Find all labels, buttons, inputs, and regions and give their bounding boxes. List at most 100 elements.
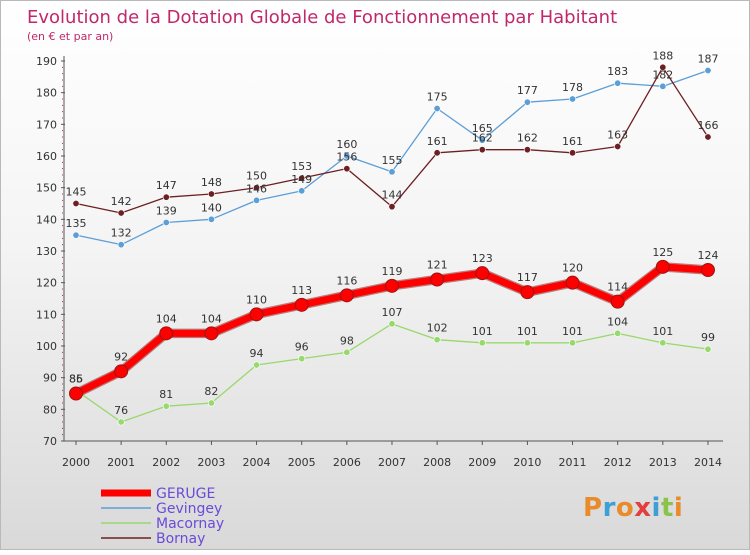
data-label-gevingey: 177 (517, 84, 538, 97)
data-label-geruge: 110 (246, 293, 267, 306)
y-tick-label: 90 (43, 372, 57, 385)
y-tick-label: 140 (36, 213, 57, 226)
data-label-macornay: 98 (340, 334, 354, 347)
series-geruge (69, 259, 715, 401)
data-point-bornay (207, 190, 215, 198)
y-tick-label: 70 (43, 435, 57, 448)
data-label-gevingey: 160 (336, 138, 357, 151)
x-tick-label: 2001 (107, 456, 135, 469)
data-label-gevingey: 140 (201, 201, 222, 214)
data-label-bornay: 150 (246, 170, 267, 183)
data-label-gevingey: 146 (246, 182, 267, 195)
data-point-gevingey (117, 241, 125, 249)
data-point-bornay (253, 184, 261, 192)
x-tick-label: 2000 (62, 456, 90, 469)
data-label-macornay: 101 (472, 325, 493, 338)
data-label-bornay: 162 (517, 132, 538, 145)
axes (63, 56, 723, 442)
data-label-geruge: 92 (114, 350, 128, 363)
data-label-geruge: 117 (517, 271, 538, 284)
data-label-macornay: 82 (204, 385, 218, 398)
data-label-gevingey: 182 (652, 68, 673, 81)
data-label-geruge: 125 (652, 246, 673, 259)
y-tick-label: 130 (36, 245, 57, 258)
proxiti-logo: Proxiti (583, 493, 683, 523)
x-tick-label: 2010 (513, 456, 541, 469)
data-point-macornay (569, 339, 577, 347)
data-point-geruge (159, 326, 174, 341)
data-label-macornay: 104 (607, 315, 628, 328)
y-tick-label: 180 (36, 87, 57, 100)
data-label-geruge: 121 (427, 259, 448, 272)
data-label-macornay: 96 (295, 341, 309, 354)
data-label-gevingey: 135 (66, 217, 87, 230)
data-label-geruge: 104 (156, 312, 177, 325)
x-tick-label: 2002 (152, 456, 180, 469)
data-point-bornay (162, 193, 170, 201)
y-tick-label: 160 (36, 150, 57, 163)
data-point-gevingey (614, 79, 622, 87)
data-point-gevingey (704, 67, 712, 75)
legend-label-geruge: GERUGE (156, 486, 215, 502)
data-point-macornay (614, 329, 622, 337)
data-point-macornay (478, 339, 486, 347)
data-point-gevingey (433, 105, 441, 113)
x-tick-label: 2003 (197, 456, 225, 469)
data-label-gevingey: 132 (111, 227, 132, 240)
legend-label-bornay: Bornay (156, 531, 205, 547)
data-label-macornay: 101 (652, 325, 673, 338)
data-point-bornay (298, 174, 306, 182)
data-label-macornay: 99 (701, 331, 715, 344)
data-label-geruge: 114 (607, 281, 628, 294)
data-label-bornay: 147 (156, 179, 177, 192)
y-tick-label: 120 (36, 277, 57, 290)
legend-label-macornay: Macornay (156, 516, 224, 532)
data-point-gevingey (72, 231, 80, 239)
data-point-gevingey (298, 187, 306, 195)
data-label-geruge: 120 (562, 262, 583, 275)
data-label-bornay: 161 (427, 135, 448, 148)
data-label-macornay: 76 (114, 404, 128, 417)
axis-ticks: 70 80 90 100 110 120 130 140 150 160 170 180 190 2000… (36, 55, 722, 469)
data-point-bornay (343, 165, 351, 173)
data-point-gevingey (162, 219, 170, 227)
series-layer (69, 63, 715, 426)
logo-text: Proxiti (583, 493, 683, 523)
data-point-geruge (294, 297, 309, 312)
y-tick-label: 150 (36, 182, 57, 195)
data-label-bornay: 166 (697, 119, 718, 132)
data-label-bornay: 144 (381, 189, 402, 202)
x-tick-label: 2009 (468, 456, 496, 469)
data-point-gevingey (478, 136, 486, 144)
data-point-bornay (614, 143, 622, 151)
data-point-bornay (388, 203, 396, 211)
data-label-gevingey: 139 (156, 205, 177, 218)
data-label-macornay: 94 (250, 347, 264, 360)
data-point-gevingey (207, 215, 215, 223)
data-label-macornay: 101 (562, 325, 583, 338)
data-point-geruge (430, 272, 445, 287)
data-point-macornay (388, 320, 396, 328)
data-label-gevingey: 149 (291, 173, 312, 186)
data-point-geruge (520, 285, 535, 300)
y-tick-label: 110 (36, 308, 57, 321)
chart-subtitle: (en € et par an) (27, 30, 113, 43)
data-label-bornay: 145 (66, 186, 87, 199)
data-point-geruge (610, 294, 625, 309)
data-label-bornay: 142 (111, 195, 132, 208)
data-label-macornay: 81 (159, 388, 173, 401)
logo-letter: o (616, 493, 634, 523)
data-point-geruge (565, 275, 580, 290)
data-labels: 135 132 139 140 146 149 160 155 175 165 177 178 183 1… (66, 49, 719, 417)
x-tick-label: 2013 (649, 456, 677, 469)
data-point-geruge (339, 288, 354, 303)
data-point-macornay (343, 348, 351, 356)
data-point-bornay (117, 209, 125, 217)
y-tick-label: 190 (36, 55, 57, 68)
series-bornay (72, 63, 712, 217)
y-tick-label: 170 (36, 118, 57, 131)
data-point-geruge (655, 259, 670, 274)
data-label-bornay: 153 (291, 160, 312, 173)
